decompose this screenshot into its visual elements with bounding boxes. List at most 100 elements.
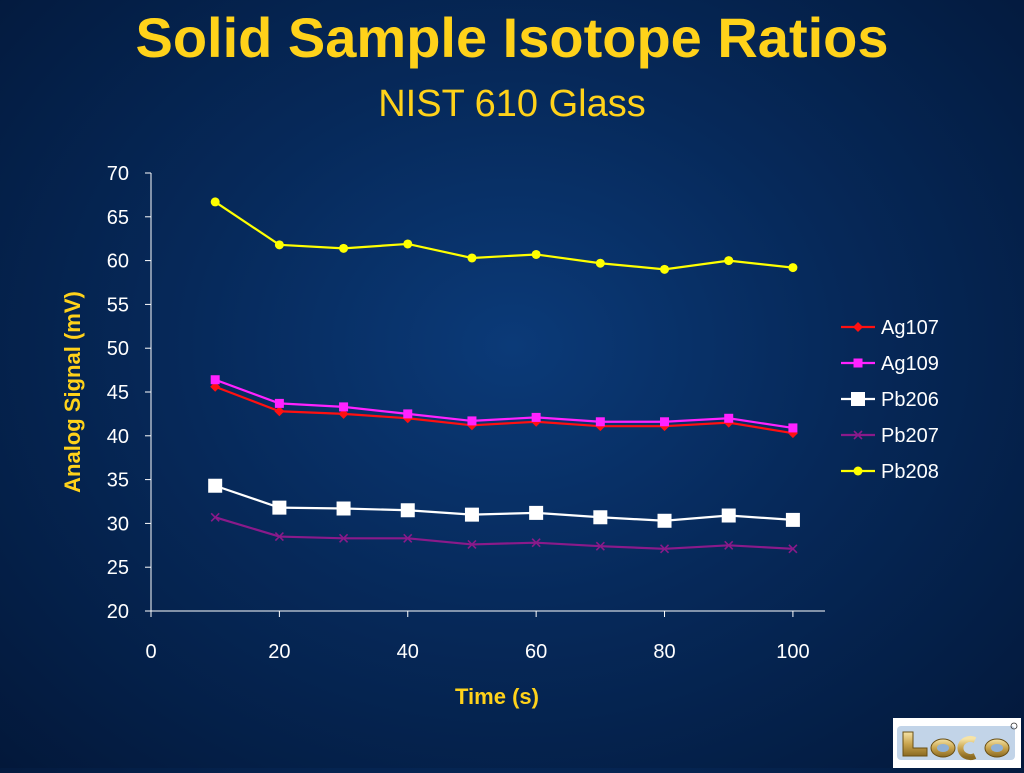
data-point-pb207-stroke (403, 533, 413, 543)
data-point-pb206 (336, 501, 351, 516)
legend-marker-ag109 (853, 358, 863, 368)
data-point-pb207 (274, 531, 284, 542)
y-tick-label: 35 (107, 470, 129, 492)
series-pb208 (210, 197, 798, 274)
series-pb206 (208, 478, 800, 528)
x-tick-label: 40 (397, 641, 419, 663)
data-point-pb207-stroke (339, 533, 349, 543)
legend-label-ag107: Ag107 (881, 317, 939, 339)
y-tick-label: 25 (107, 557, 129, 579)
data-point-ag107 (274, 406, 285, 417)
data-point-pb207-stroke (210, 512, 220, 522)
legend-item-ag109: Ag109 (841, 353, 939, 375)
legend-marker-pb207 (853, 430, 863, 440)
data-point-pb208 (788, 263, 798, 273)
data-point-pb208 (274, 240, 284, 250)
data-point-pb206 (529, 505, 544, 520)
data-point-pb206 (593, 510, 608, 525)
data-point-pb206 (464, 507, 479, 522)
data-point-pb207-stroke (467, 539, 477, 549)
data-point-pb208 (467, 253, 477, 263)
series-line-pb207 (214, 516, 793, 550)
data-point-pb207-stroke (274, 531, 284, 542)
legend-item-pb208: Pb208 (841, 461, 939, 483)
y-tick-label: 45 (107, 382, 129, 404)
series-ag109 (210, 375, 798, 433)
legend-marker-pb207-stroke (853, 430, 863, 440)
legend-item-ag107: Ag107 (841, 317, 939, 339)
y-tick-label: 60 (107, 251, 129, 273)
data-point-pb207-stroke (788, 544, 798, 554)
data-point-pb207-stroke (659, 544, 670, 554)
data-point-ag109 (274, 398, 284, 408)
data-point-pb207 (659, 544, 670, 554)
series-line-pb206 (214, 484, 793, 522)
data-point-pb208 (210, 197, 220, 207)
data-point-pb206 (208, 478, 223, 493)
data-point-pb206 (400, 503, 415, 518)
y-tick-label: 20 (107, 601, 129, 623)
data-point-pb207 (210, 512, 220, 522)
series-line-ag107 (214, 385, 794, 435)
series-ag107 (210, 381, 798, 439)
series-line-ag109 (214, 378, 794, 430)
data-point-ag107 (338, 408, 349, 419)
y-tick-label: 30 (107, 513, 129, 535)
data-point-pb206 (785, 512, 800, 527)
legend-item-pb207: Pb207 (841, 425, 939, 447)
series-line-pb208 (214, 200, 794, 271)
data-point-ag109 (403, 409, 413, 419)
data-point-pb207 (724, 540, 734, 550)
data-point-pb208 (403, 239, 413, 249)
data-point-ag107 (210, 381, 221, 392)
x-tick-label: 20 (268, 641, 290, 663)
data-point-pb208 (531, 249, 541, 259)
legend-label-pb208: Pb208 (881, 461, 939, 483)
data-point-pb207 (531, 538, 541, 548)
x-tick-label: 80 (653, 641, 675, 663)
data-point-ag109 (339, 402, 349, 412)
data-point-pb207 (403, 533, 413, 543)
data-point-pb206 (721, 508, 736, 523)
data-point-ag109 (595, 417, 605, 427)
data-point-pb207 (339, 533, 349, 543)
data-point-ag109 (467, 416, 477, 426)
legend-label-ag109: Ag109 (881, 353, 939, 375)
legend-marker-ag107 (853, 322, 863, 332)
legend-marker-pb208 (853, 466, 863, 476)
data-point-ag109 (660, 417, 670, 427)
page-title: Solid Sample Isotope Ratios (135, 6, 889, 69)
legend-item-pb206: Pb206 (841, 389, 939, 411)
y-tick-label: 65 (107, 207, 129, 229)
legend-label-pb206: Pb206 (881, 389, 939, 411)
legend-label-pb207: Pb207 (881, 425, 939, 447)
data-point-pb206 (272, 500, 287, 515)
data-point-ag109 (788, 423, 798, 433)
data-point-pb208 (339, 243, 349, 253)
leco-logo (893, 718, 1021, 768)
data-point-pb207 (595, 541, 605, 551)
data-point-ag109 (724, 413, 734, 423)
data-point-pb208 (724, 256, 734, 266)
data-point-pb207-stroke (724, 540, 734, 550)
y-tick-label: 50 (107, 338, 129, 360)
series-pb207 (210, 512, 798, 554)
x-tick-label: 0 (145, 641, 156, 663)
leco-logo-graphic (897, 722, 1018, 760)
page-subtitle: NIST 610 Glass (378, 83, 646, 125)
x-tick-label: 100 (776, 641, 809, 663)
y-tick-label: 40 (107, 426, 129, 448)
data-point-pb208 (595, 258, 605, 268)
y-axis-title: Analog Signal (mV) (60, 291, 85, 493)
data-point-pb208 (660, 264, 670, 274)
data-point-pb206 (657, 513, 672, 528)
data-point-pb207 (467, 539, 477, 549)
data-point-pb207-stroke (531, 538, 541, 548)
y-tick-label: 55 (107, 294, 129, 316)
data-point-ag109 (210, 375, 220, 385)
data-point-pb207-stroke (595, 541, 605, 551)
data-point-pb207 (788, 544, 798, 554)
legend-marker-pb206 (851, 392, 865, 406)
x-axis-title: Time (s) (455, 684, 539, 709)
